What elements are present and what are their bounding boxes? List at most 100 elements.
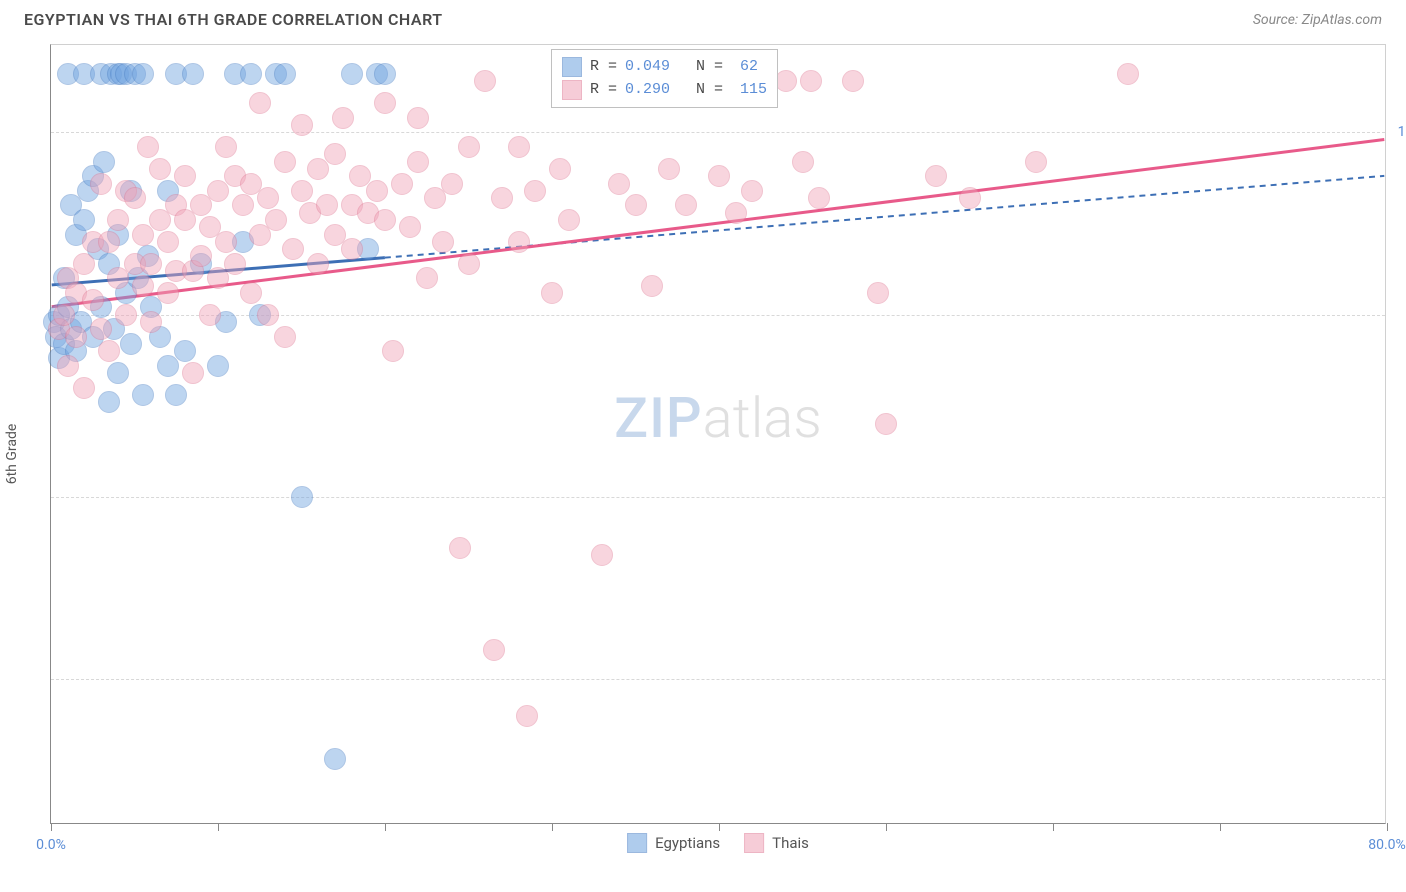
scatter-point [549, 158, 571, 180]
scatter-point [90, 318, 112, 340]
scatter-point [399, 216, 421, 238]
scatter-point [775, 70, 797, 92]
scatter-point [73, 253, 95, 275]
scatter-point [215, 136, 237, 158]
scatter-point [157, 282, 179, 304]
legend-n-label: N = [678, 79, 723, 102]
scatter-point [558, 209, 580, 231]
scatter-point [516, 705, 538, 727]
scatter-point [341, 238, 363, 260]
legend-n-label: N = [678, 56, 723, 79]
series-legend-label: Thais [772, 834, 809, 852]
scatter-point [140, 253, 162, 275]
legend-r-label: R = [590, 79, 617, 102]
scatter-point [224, 253, 246, 275]
y-tick-label: 100.0% [1398, 124, 1406, 140]
x-tick [719, 823, 720, 831]
scatter-point [137, 136, 159, 158]
scatter-point [925, 165, 947, 187]
scatter-point [491, 187, 513, 209]
scatter-point [257, 187, 279, 209]
x-tick [552, 823, 553, 831]
scatter-point [332, 107, 354, 129]
legend-swatch [562, 57, 582, 77]
scatter-point [98, 391, 120, 413]
scatter-point [93, 151, 115, 173]
legend-swatch [744, 833, 764, 853]
scatter-point [274, 151, 296, 173]
scatter-point [207, 355, 229, 377]
scatter-point [73, 377, 95, 399]
chart-title: EGYPTIAN VS THAI 6TH GRADE CORRELATION C… [24, 10, 443, 29]
stats-legend-row: R = 0.049 N = 62 [562, 56, 767, 79]
scatter-point [132, 275, 154, 297]
scatter-point [725, 202, 747, 224]
scatter-point [508, 136, 530, 158]
scatter-point [240, 282, 262, 304]
scatter-point [316, 194, 338, 216]
x-tick [886, 823, 887, 831]
scatter-point [282, 238, 304, 260]
scatter-point [867, 282, 889, 304]
scatter-point [73, 209, 95, 231]
scatter-point [792, 151, 814, 173]
scatter-point [291, 486, 313, 508]
scatter-point [132, 63, 154, 85]
scatter-point [324, 748, 346, 770]
scatter-point [675, 194, 697, 216]
scatter-point [959, 187, 981, 209]
scatter-point [107, 362, 129, 384]
scatter-point [182, 362, 204, 384]
scatter-point [324, 143, 346, 165]
scatter-point [215, 231, 237, 253]
legend-r-value: 0.049 [625, 56, 670, 79]
legend-n-value: 62 [731, 56, 758, 79]
legend-r-value: 0.290 [625, 79, 670, 102]
scatter-chart: ZIPatlas EgyptiansThais 92.5%95.0%97.5%1… [50, 44, 1386, 824]
scatter-point [274, 63, 296, 85]
scatter-point [391, 173, 413, 195]
scatter-point [407, 107, 429, 129]
scatter-point [190, 245, 212, 267]
x-tick [385, 823, 386, 831]
scatter-point [174, 340, 196, 362]
scatter-point [366, 180, 388, 202]
scatter-point [741, 180, 763, 202]
scatter-point [458, 136, 480, 158]
scatter-point [524, 180, 546, 202]
scatter-point [708, 165, 730, 187]
scatter-point [432, 231, 454, 253]
scatter-point [808, 187, 830, 209]
scatter-point [157, 231, 179, 253]
scatter-point [120, 333, 142, 355]
scatter-point [842, 70, 864, 92]
scatter-point [508, 231, 530, 253]
scatter-point [182, 63, 204, 85]
scatter-point [240, 63, 262, 85]
scatter-point [57, 355, 79, 377]
scatter-point [232, 194, 254, 216]
stats-legend-row: R = 0.290 N = 115 [562, 79, 767, 102]
x-tick-label: 80.0% [1368, 837, 1406, 853]
legend-r-label: R = [590, 56, 617, 79]
scatter-point [374, 63, 396, 85]
stats-legend: R = 0.049 N = 62R = 0.290 N = 115 [551, 49, 778, 108]
trend-lines [51, 45, 1385, 823]
scatter-point [541, 282, 563, 304]
gridline-horizontal [51, 132, 1385, 133]
scatter-point [474, 70, 496, 92]
scatter-point [458, 253, 480, 275]
x-tick [1053, 823, 1054, 831]
series-legend-label: Egyptians [655, 834, 720, 852]
scatter-point [98, 231, 120, 253]
scatter-point [149, 158, 171, 180]
legend-swatch [627, 833, 647, 853]
gridline-horizontal [51, 497, 1385, 498]
legend-swatch [562, 80, 582, 100]
scatter-point [174, 165, 196, 187]
scatter-point [625, 194, 647, 216]
x-tick [1220, 823, 1221, 831]
scatter-point [115, 304, 137, 326]
scatter-point [107, 209, 129, 231]
scatter-point [257, 304, 279, 326]
